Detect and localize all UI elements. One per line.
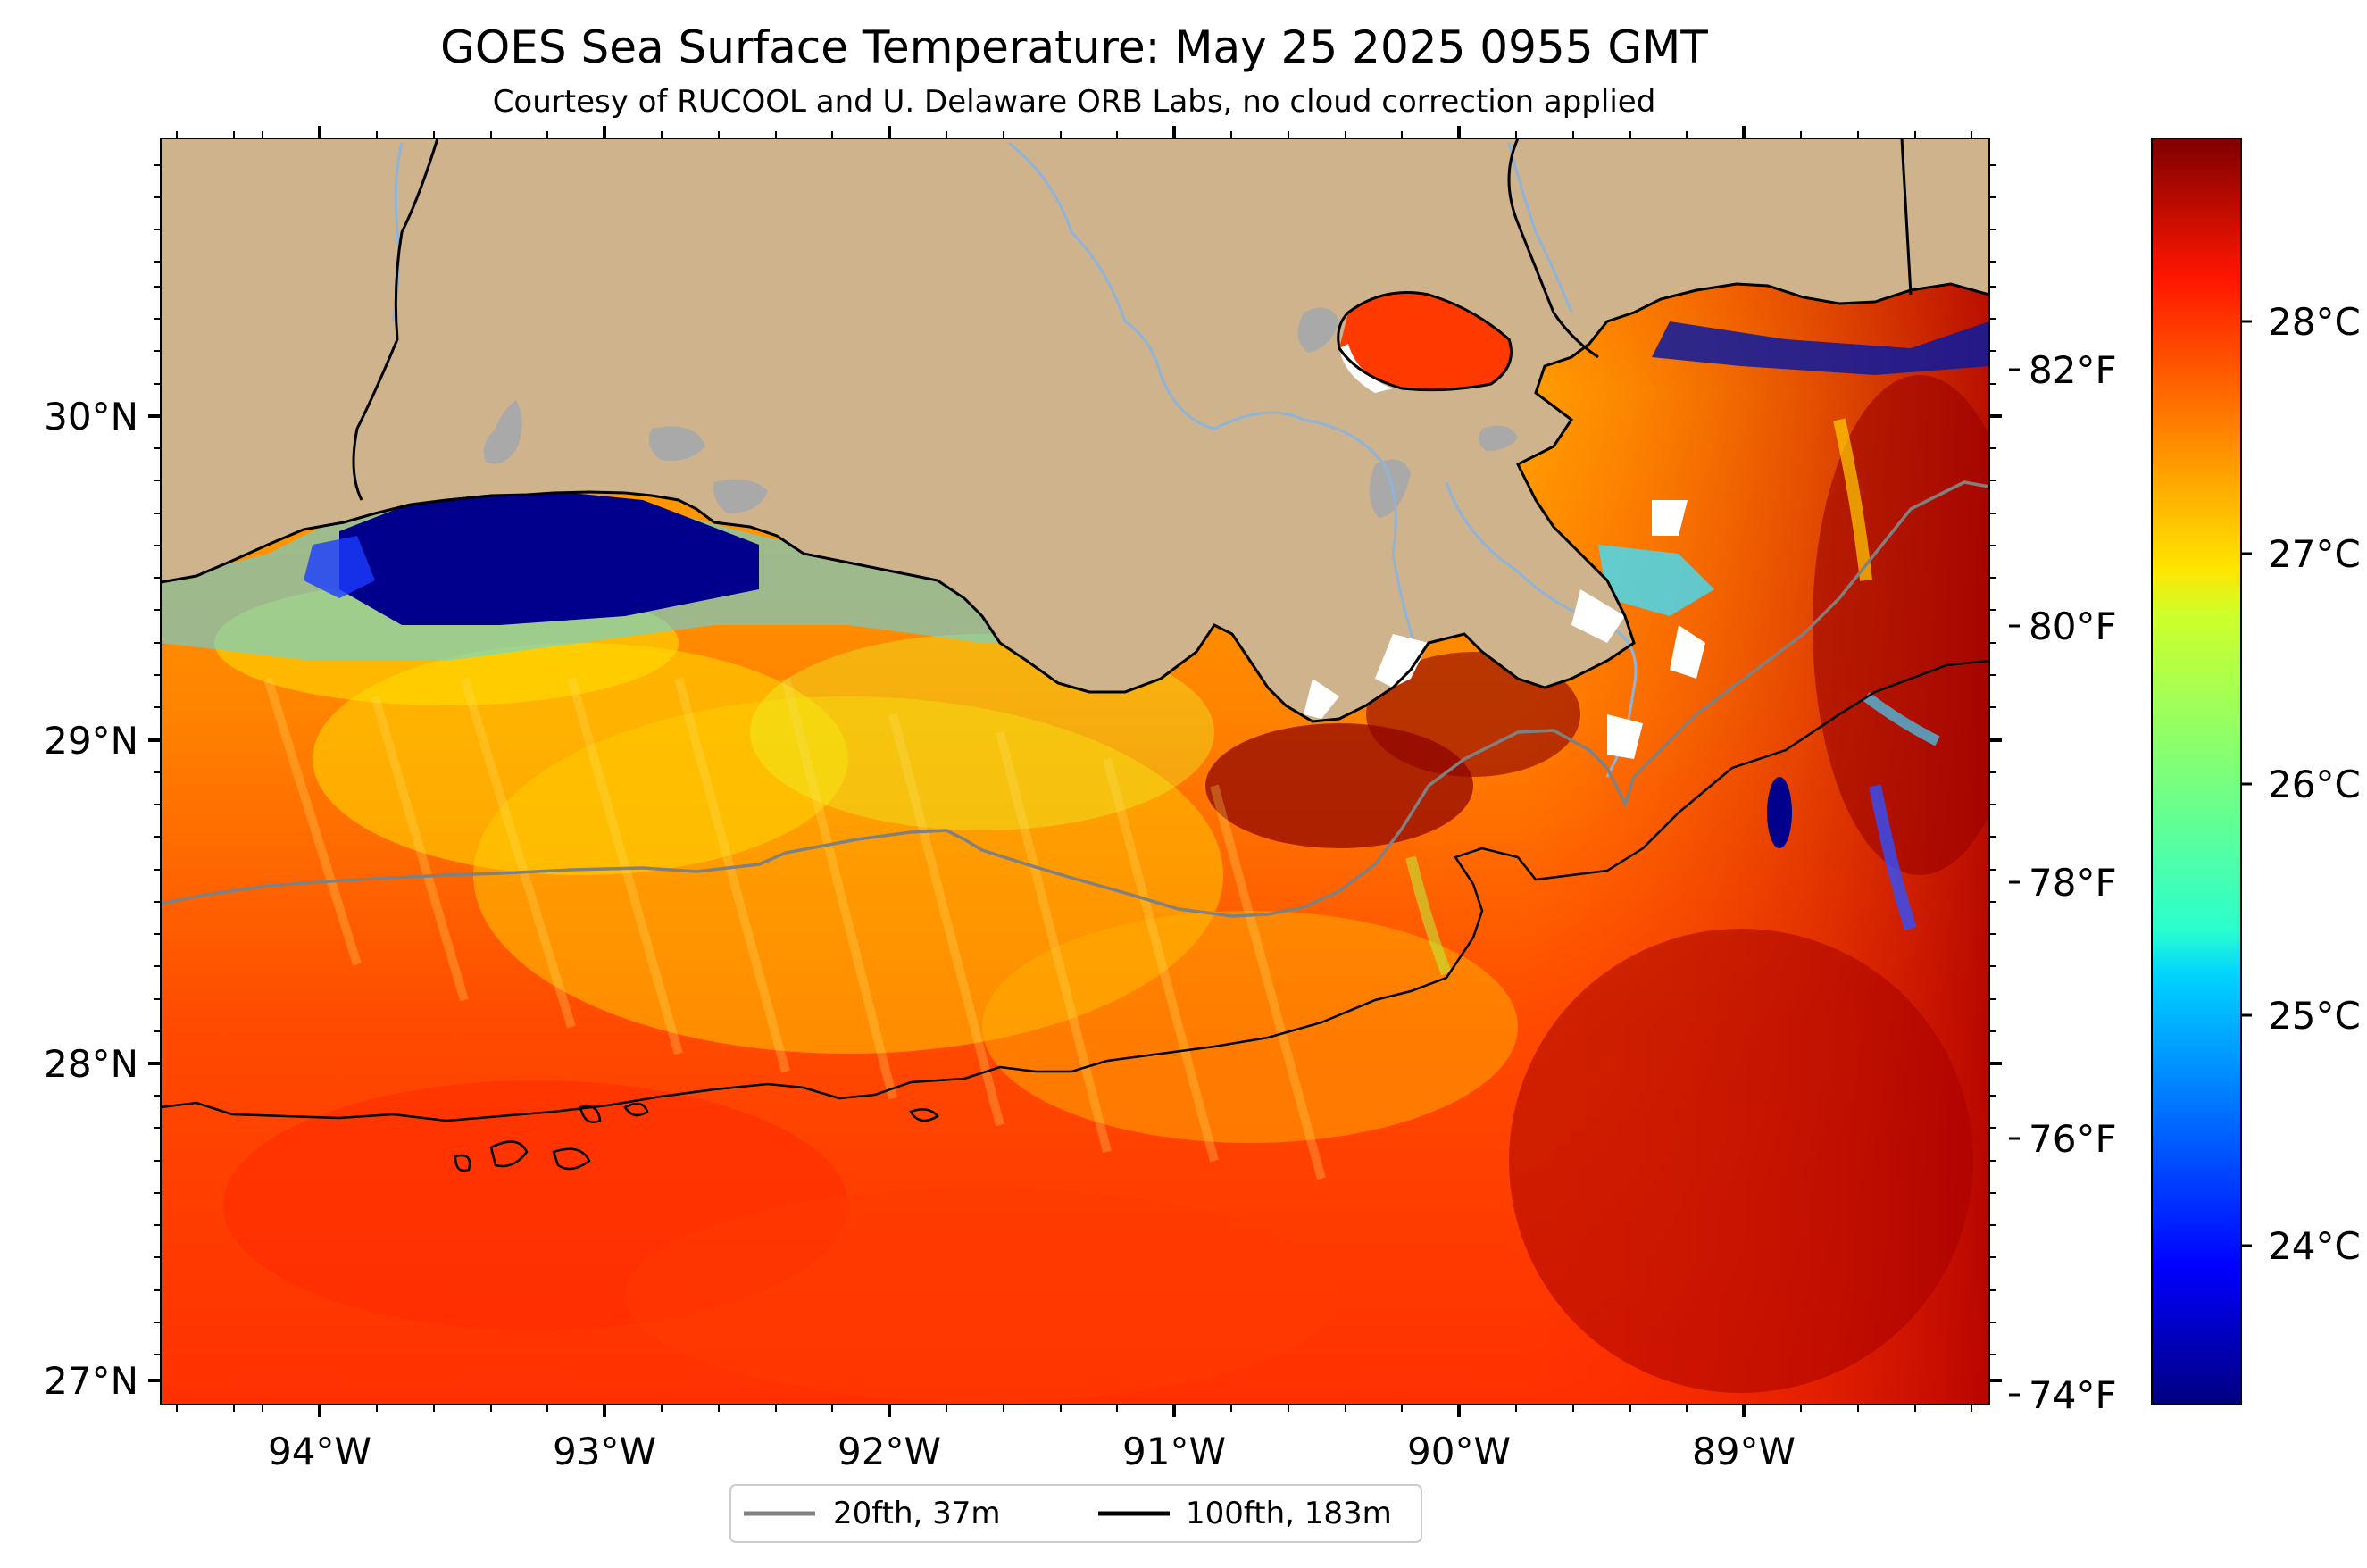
state-border-ms-al xyxy=(1900,138,1913,296)
legend-box xyxy=(729,1484,1422,1543)
lat-label-27n: 27°N xyxy=(44,1359,138,1403)
fahrenheit-label-82: 82°F xyxy=(2029,348,2117,392)
legend-label-100fth: 100fth, 183m xyxy=(1186,1496,1392,1531)
lake-pontchartrain-sst xyxy=(1339,292,1512,390)
lat-minor-ticks xyxy=(154,164,1996,1355)
chart-title: GOES Sea Surface Temperature: May 25 202… xyxy=(440,21,1708,73)
fahrenheit-axis: 82°F 80°F 78°F 76°F 74°F xyxy=(2009,348,2117,1417)
land xyxy=(161,138,1989,721)
celsius-label-25: 25°C xyxy=(2268,994,2361,1038)
colorbar-gradient xyxy=(2151,138,2242,1405)
lon-label-90w: 90°W xyxy=(1407,1430,1511,1473)
lon-minor-ticks xyxy=(176,131,1972,1412)
isobath-100fth xyxy=(161,659,1989,1122)
lon-label-93w: 93°W xyxy=(553,1430,656,1473)
celsius-label-27: 27°C xyxy=(2268,532,2361,576)
rivers xyxy=(391,141,1638,778)
lon-label-89w: 89°W xyxy=(1692,1430,1796,1473)
fahrenheit-label-80: 80°F xyxy=(2029,605,2117,648)
lat-label-29n: 29°N xyxy=(44,719,138,763)
lon-label-91w: 91°W xyxy=(1122,1430,1226,1473)
map-panel xyxy=(161,138,1989,1405)
state-border xyxy=(352,138,439,501)
celsius-label-28: 28°C xyxy=(2268,300,2361,344)
lat-tick-labels: 30°N 29°N 28°N 27°N xyxy=(44,395,138,1403)
chart-subtitle: Courtesy of RUCOOL and U. Delaware ORB L… xyxy=(493,84,1656,120)
lon-label-94w: 94°W xyxy=(268,1430,371,1473)
coastline xyxy=(161,282,1989,723)
sst-patches xyxy=(161,161,1989,1405)
lon-tick-labels: 94°W 93°W 92°W 91°W 90°W 89°W xyxy=(268,1430,1796,1473)
isobath-100fth-islands xyxy=(454,1102,939,1172)
lat-label-28n: 28°N xyxy=(44,1042,138,1086)
lon-ticks xyxy=(318,126,1746,1417)
fahrenheit-label-74: 74°F xyxy=(2029,1373,2117,1417)
lat-ticks xyxy=(148,414,2002,1382)
legend-label-20fth: 20fth, 37m xyxy=(833,1496,1001,1531)
fahrenheit-label-78: 78°F xyxy=(2029,861,2117,905)
celsius-label-26: 26°C xyxy=(2268,763,2361,806)
lon-label-92w: 92°W xyxy=(838,1430,941,1473)
celsius-label-24: 24°C xyxy=(2268,1224,2361,1268)
lakes xyxy=(483,307,1518,518)
state-border-east xyxy=(1507,138,1599,359)
no-data-patches xyxy=(1304,500,1705,759)
lat-label-30n: 30°N xyxy=(44,395,138,438)
isobath-20fth xyxy=(161,480,1989,918)
legend: 20fth, 37m 100fth, 183m xyxy=(729,1484,1422,1543)
colorbar: 28°C 27°C 26°C 25°C 24°C xyxy=(2151,138,2361,1405)
fahrenheit-label-76: 76°F xyxy=(2029,1117,2117,1161)
